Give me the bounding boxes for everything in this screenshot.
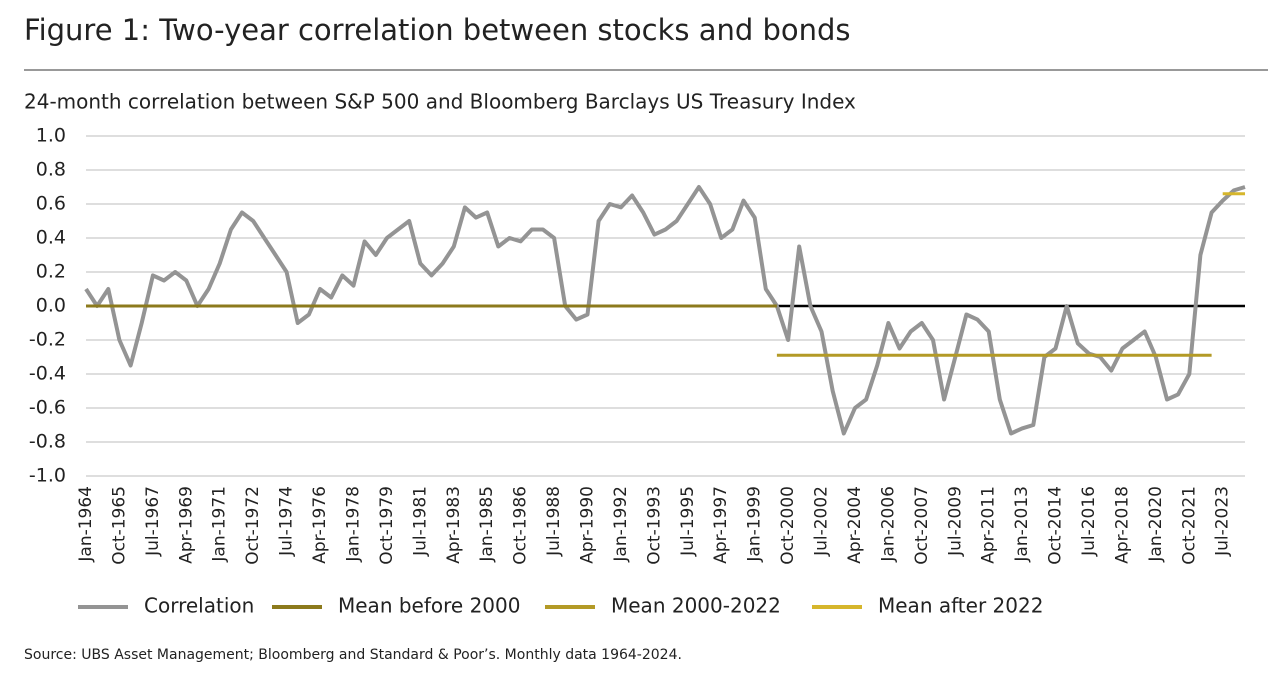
legend-label: Correlation — [144, 594, 254, 618]
x-tick-label: Jul-2023 — [1213, 486, 1233, 557]
x-tick-label: Jul-2002 — [812, 486, 832, 557]
x-tick-label: Jan-1999 — [745, 486, 765, 563]
legend-label: Mean before 2000 — [338, 594, 520, 618]
y-tick-label: 1.0 — [36, 125, 66, 147]
chart-title: Figure 1: Two-year correlation between s… — [24, 13, 851, 47]
chart-subtitle: 24-month correlation between S&P 500 and… — [24, 90, 856, 114]
y-tick-label: -0.2 — [29, 329, 66, 351]
y-tick-label: 0.6 — [36, 193, 66, 215]
x-tick-label: Oct-2007 — [912, 486, 932, 565]
x-tick-label: Apr-1997 — [711, 486, 731, 564]
x-tick-label: Jan-1971 — [210, 486, 230, 563]
series-line — [84, 185, 1246, 436]
x-tick-label: Jan-1985 — [477, 486, 497, 563]
x-tick-label: Apr-2004 — [845, 486, 865, 564]
x-tick-label: Oct-2000 — [778, 486, 798, 565]
x-tick-label: Jul-1995 — [678, 486, 698, 557]
x-tick-label: Jul-1988 — [544, 486, 564, 557]
x-tick-label: Jan-1992 — [611, 486, 631, 563]
x-tick-label: Jul-1981 — [410, 486, 430, 557]
y-tick-label: -0.8 — [29, 431, 66, 453]
x-tick-label: Oct-1972 — [243, 486, 263, 565]
x-tick-label: Apr-2018 — [1112, 486, 1132, 564]
y-tick-label: 0.0 — [36, 295, 66, 317]
x-tick-label: Apr-2011 — [979, 486, 999, 564]
x-tick-label: Oct-1965 — [109, 486, 129, 565]
x-tick-label: Apr-1976 — [310, 486, 330, 564]
y-tick-label: 0.4 — [36, 227, 66, 249]
y-tick-label: 0.2 — [36, 261, 66, 283]
x-tick-label: Oct-1986 — [511, 486, 531, 565]
y-tick-label: -0.6 — [29, 397, 66, 419]
x-tick-label: Oct-1979 — [377, 486, 397, 565]
legend-label: Mean 2000-2022 — [611, 594, 781, 618]
source-note: Source: UBS Asset Management; Bloomberg … — [24, 647, 682, 663]
y-tick-label: -0.4 — [29, 363, 66, 385]
x-tick-label: Oct-2021 — [1179, 486, 1199, 565]
x-tick-label: Jan-2006 — [878, 486, 898, 563]
x-tick-label: Apr-1990 — [577, 486, 597, 564]
y-tick-label: 0.8 — [36, 159, 66, 181]
x-tick-label: Apr-1983 — [444, 486, 464, 564]
x-tick-label: Jan-2013 — [1012, 486, 1032, 563]
x-tick-label: Jan-1978 — [343, 486, 363, 563]
x-tick-label: Jul-1974 — [277, 486, 297, 557]
x-tick-label: Jul-2009 — [945, 486, 965, 557]
x-tick-label: Oct-2014 — [1046, 486, 1066, 565]
legend-label: Mean after 2022 — [878, 594, 1043, 618]
x-tick-label: Oct-1993 — [644, 486, 664, 565]
y-tick-label: -1.0 — [29, 465, 66, 487]
x-tick-label: Jan-2020 — [1146, 486, 1166, 563]
x-tick-label: Apr-1969 — [176, 486, 196, 564]
x-tick-label: Jul-1967 — [143, 486, 163, 557]
x-tick-label: Jan-1964 — [76, 486, 96, 563]
x-tick-label: Jul-2016 — [1079, 486, 1099, 557]
